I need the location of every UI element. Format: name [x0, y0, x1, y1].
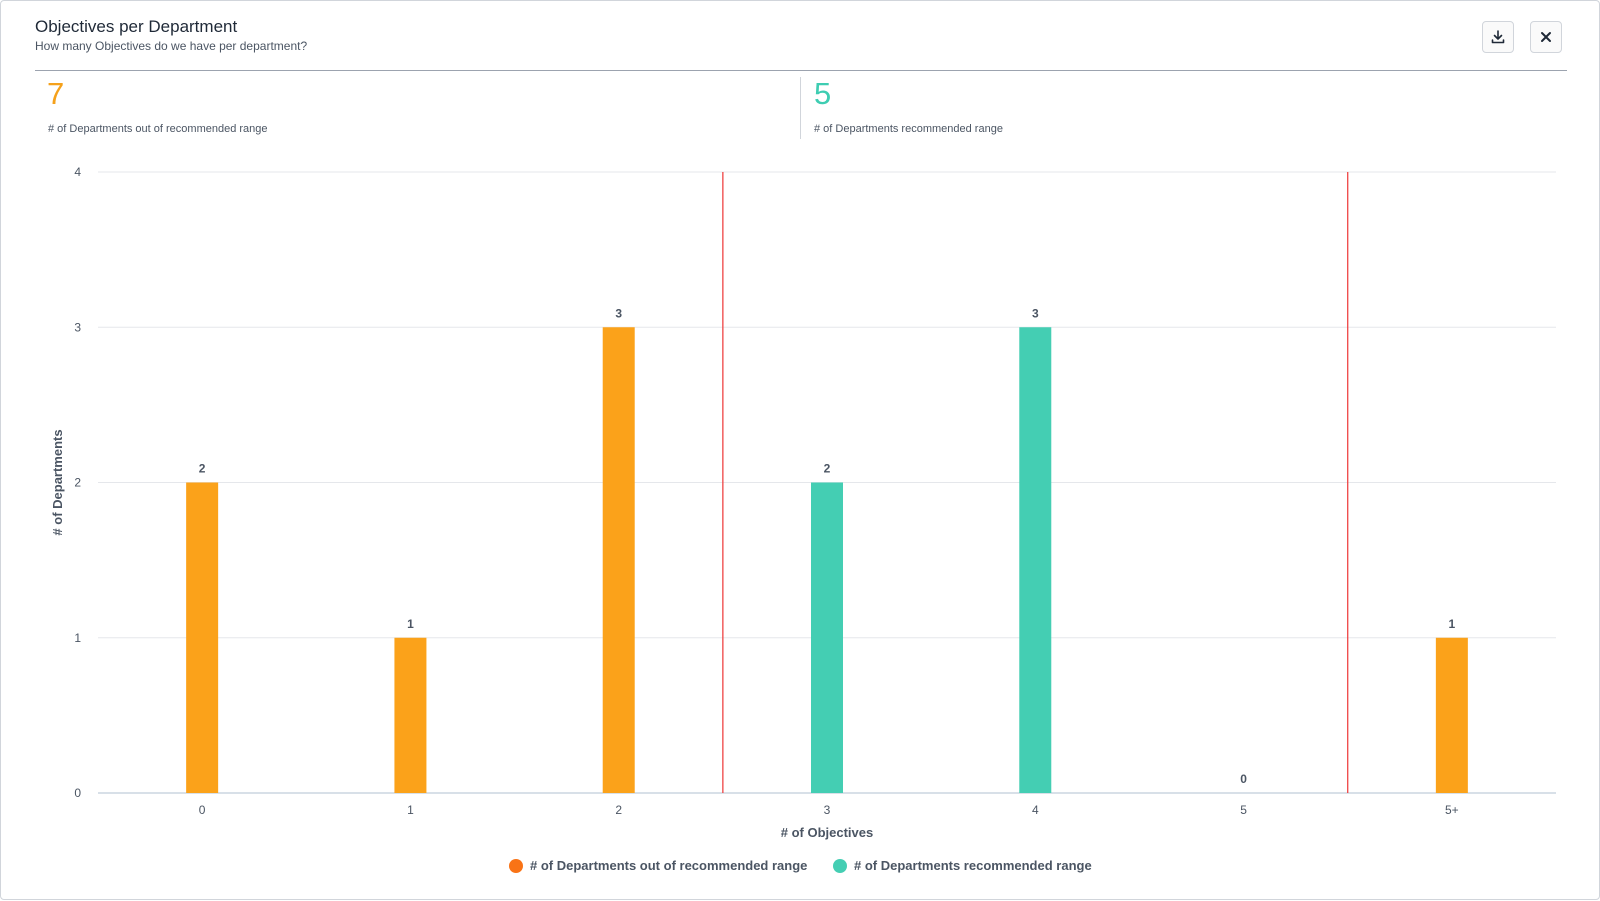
page-subtitle: How many Objectives do we have per depar… — [35, 39, 308, 53]
bar — [394, 637, 427, 793]
y-tick-label: 3 — [74, 320, 81, 334]
bar-value-label: 1 — [407, 617, 414, 631]
x-tick-label: 0 — [199, 803, 206, 817]
bar-value-label: 1 — [1449, 617, 1456, 631]
y-tick-label: 2 — [74, 476, 81, 490]
bar-value-label: 0 — [1240, 772, 1247, 786]
legend-label-in-range: # of Departments recommended range — [854, 858, 1092, 873]
close-icon — [1541, 32, 1551, 42]
bar-value-label: 2 — [824, 462, 831, 476]
legend-label-out-of-range: # of Departments out of recommended rang… — [530, 858, 808, 873]
stat-out-of-range-label: # of Departments out of recommended rang… — [48, 123, 268, 135]
bar — [1435, 637, 1468, 793]
stat-in-range-value: 5 — [814, 76, 832, 111]
header-divider — [35, 70, 1567, 71]
legend-swatch-out-of-range — [509, 858, 523, 873]
x-tick-label: 5 — [1240, 803, 1247, 817]
bar — [1019, 327, 1052, 793]
bar-value-label: 3 — [615, 306, 622, 320]
download-icon — [1491, 30, 1505, 44]
stat-separator — [800, 77, 801, 139]
y-tick-label: 0 — [74, 786, 81, 800]
bar-value-label: 2 — [199, 462, 206, 476]
x-axis-title: # of Objectives — [781, 825, 873, 840]
bar-value-label: 3 — [1032, 306, 1039, 320]
x-tick-label: 3 — [824, 803, 831, 817]
legend-item-in-range[interactable]: # of Departments recommended range — [833, 858, 1092, 873]
stat-out-of-range-value: 7 — [47, 76, 65, 111]
close-button[interactable] — [1530, 21, 1562, 53]
stat-in-range-label: # of Departments recommended range — [814, 123, 1003, 135]
page-title: Objectives per Department — [35, 17, 238, 36]
download-button[interactable] — [1482, 21, 1514, 53]
bar — [186, 482, 219, 793]
bar — [811, 482, 843, 793]
y-tick-label: 1 — [74, 631, 81, 645]
x-tick-label: 2 — [615, 803, 622, 817]
x-tick-label: 4 — [1032, 803, 1039, 817]
x-tick-label: 1 — [407, 803, 414, 817]
legend-swatch-in-range — [833, 858, 847, 873]
legend-item-out-of-range[interactable]: # of Departments out of recommended rang… — [509, 858, 807, 873]
y-axis-title: # of Departments — [50, 429, 65, 535]
bar — [602, 327, 635, 793]
x-tick-label: 5+ — [1445, 803, 1459, 817]
y-tick-label: 4 — [74, 165, 81, 179]
